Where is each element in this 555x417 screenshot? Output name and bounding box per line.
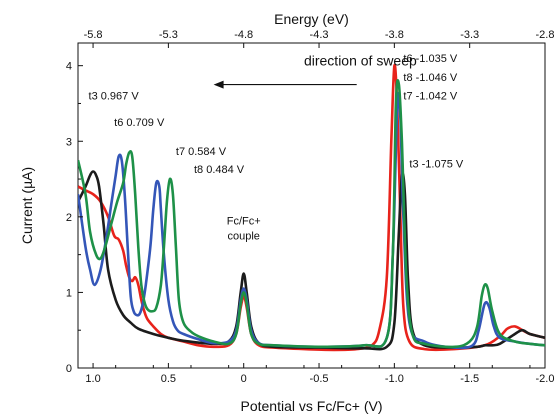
x-tick-label: -1.5 — [460, 373, 479, 385]
top-tick-label: -3.8 — [385, 29, 404, 41]
sweep-arrow-head — [213, 80, 224, 89]
annotation-label: t7 -1.042 V — [403, 91, 457, 103]
series-line-1 — [78, 63, 545, 352]
series-layer — [78, 63, 545, 352]
annotation-label: couple — [227, 231, 259, 243]
annotation-label: t7 0.584 V — [176, 146, 227, 158]
top-axis-title: Energy (eV) — [274, 11, 349, 27]
annotation-label: direction of sweep — [304, 53, 417, 69]
annotation-label: Fc/Fc+ — [227, 215, 261, 227]
x-tick-label: -2.0 — [536, 373, 555, 385]
top-tick-label: -2.8 — [536, 29, 555, 41]
annotation-label: t3 0.967 V — [89, 91, 140, 103]
plot-frame — [77, 42, 546, 369]
x-tick-label: -1.0 — [385, 373, 404, 385]
y-tick-label: 4 — [66, 61, 72, 73]
axis-layer: 1.0 0.5 0 -0.5 -1.0 -1.5 -2.0 -5.8 -5.3 -4.8 -4.3 -… — [66, 29, 555, 385]
annotation-label: t6 -1.035 V — [403, 53, 457, 65]
annotation-label: t6 0.709 V — [114, 117, 165, 129]
top-tick-label: -4.3 — [310, 29, 329, 41]
x-tick-label: 0 — [241, 373, 247, 385]
y-tick-label: 0 — [66, 363, 72, 375]
x-tick-label: 1.0 — [85, 373, 100, 385]
x-tick-label: 0.5 — [161, 373, 176, 385]
top-tick-label: -4.8 — [234, 29, 253, 41]
y-tick-label: 1 — [66, 287, 72, 299]
y-axis-title: Current (µA) — [19, 167, 35, 244]
annotation-layer: direction of sweep t3 0.967 V t6 0.709 V t7… — [89, 53, 464, 243]
annotation-label: t8 -1.046 V — [403, 72, 457, 84]
top-tick-label: -3.3 — [460, 29, 479, 41]
top-tick-label: -5.3 — [159, 29, 178, 41]
x-axis-title: Potential vs Fc/Fc+ (V) — [241, 398, 383, 414]
annotation-label: t8 0.484 V — [194, 164, 245, 176]
x-tick-label: -0.5 — [310, 373, 329, 385]
top-tick-label: -5.8 — [84, 29, 103, 41]
y-tick-label: 2 — [66, 212, 72, 224]
annotation-label: t3 -1.075 V — [409, 159, 463, 171]
series-line-4 — [78, 79, 545, 349]
y-tick-label: 3 — [66, 136, 72, 148]
